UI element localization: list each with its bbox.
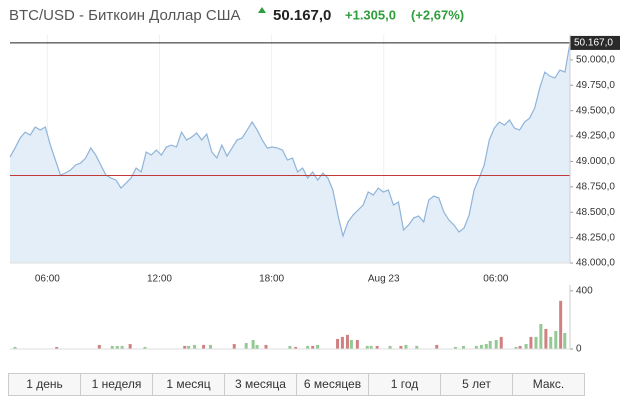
- range-button[interactable]: 5 лет: [440, 373, 513, 396]
- volume-bar: [294, 346, 298, 349]
- volume-bar: [128, 344, 132, 349]
- volume-bar: [514, 346, 518, 349]
- volume-bar: [399, 345, 403, 349]
- range-button[interactable]: 3 месяца: [224, 373, 297, 396]
- symbol: BTC/USD - Биткоин Доллар США: [9, 7, 240, 24]
- chart: BTC/USD - Биткоин Доллар США 50.167,0 +1…: [9, 7, 620, 355]
- volume-bar: [365, 345, 369, 349]
- volume-bar: [549, 336, 553, 349]
- y-tick-label: 400: [576, 285, 593, 296]
- volume-bar: [349, 339, 353, 349]
- volume-bar: [474, 345, 478, 349]
- x-tick-label: 06:00: [35, 274, 60, 285]
- volume-bar: [55, 346, 59, 349]
- y-tick-label: 48.750,0: [576, 181, 615, 192]
- volume-bar: [13, 346, 17, 349]
- volume-bar: [461, 345, 465, 349]
- volume-bar: [518, 345, 522, 349]
- x-tick-label: 12:00: [147, 274, 172, 285]
- volume-bar: [264, 344, 268, 349]
- volume-bar: [183, 345, 187, 349]
- volume-bar: [306, 345, 310, 349]
- range-selector: 1 день 1 неделя 1 месяц 3 месяца 6 месяцев 1 …: [8, 373, 585, 396]
- volume-bar: [97, 344, 101, 349]
- y-tick-label: 0: [576, 344, 582, 355]
- y-tick-label: 48.250,0: [576, 232, 615, 243]
- price-line: [9, 42, 571, 239]
- volume-bar: [311, 345, 315, 349]
- volume-bar: [534, 336, 538, 349]
- volume-bar: [435, 344, 439, 349]
- volume-bar: [539, 323, 543, 349]
- range-button[interactable]: 6 месяцев: [296, 373, 369, 396]
- range-button[interactable]: Макс.: [512, 373, 585, 396]
- range-button[interactable]: 1 неделя: [80, 373, 153, 396]
- y-tick-label: 49.000,0: [576, 156, 615, 167]
- volume-bar: [369, 345, 373, 349]
- volume-bar: [244, 343, 248, 349]
- y-tick-label: 49.500,0: [576, 105, 615, 116]
- volume-bar: [524, 344, 528, 349]
- change: +1.305,0: [345, 7, 396, 22]
- volume-bar: [340, 336, 344, 349]
- volume-bar: [115, 345, 119, 349]
- up-arrow: [258, 7, 266, 13]
- volume-bar: [208, 344, 212, 349]
- volume-bar: [415, 345, 419, 349]
- volume-bar: [544, 328, 548, 349]
- volume-bar: [375, 345, 379, 349]
- volume-bar: [316, 344, 320, 349]
- volume-bar: [193, 344, 197, 349]
- price: 50.167,0: [273, 7, 331, 24]
- volume-bar: [494, 339, 498, 349]
- volume-bar: [202, 344, 206, 349]
- volume-bar: [529, 336, 533, 349]
- volume-bar: [388, 345, 392, 349]
- area-fill: [10, 42, 570, 264]
- volume-bar: [488, 341, 492, 349]
- range-button[interactable]: 1 месяц: [152, 373, 225, 396]
- volume-bar: [484, 344, 488, 349]
- volume-bar: [559, 300, 563, 349]
- volume-bar: [143, 346, 147, 349]
- y-tick-label: 49.250,0: [576, 131, 615, 142]
- volume-bar: [404, 344, 408, 349]
- volume-bar: [110, 345, 114, 349]
- volume-bar: [336, 338, 340, 349]
- volume-bar: [187, 345, 191, 349]
- change-pct: (+2,67%): [411, 7, 464, 22]
- x-tick-label: 18:00: [259, 274, 284, 285]
- volume-bar: [255, 344, 259, 349]
- last-price-label: 50.167,0: [574, 38, 613, 49]
- volume-bar: [232, 344, 236, 349]
- volume-bar: [479, 344, 483, 349]
- volume-bar: [453, 346, 457, 349]
- x-tick-label: Aug 23: [368, 274, 400, 285]
- y-tick-label: 48.500,0: [576, 207, 615, 218]
- volume-bar: [554, 330, 558, 349]
- volume-bar: [288, 345, 292, 349]
- volume-bar: [345, 334, 349, 349]
- volume-bar: [355, 339, 359, 349]
- y-tick-label: 50.000,0: [576, 55, 615, 66]
- x-tick-label: 06:00: [483, 274, 508, 285]
- range-button[interactable]: 1 год: [368, 373, 441, 396]
- y-tick-label: 49.750,0: [576, 80, 615, 91]
- volume-bar: [251, 339, 255, 349]
- volume-bar: [499, 336, 503, 349]
- volume-bar: [563, 333, 567, 349]
- y-tick-label: 48.000,0: [576, 258, 615, 269]
- last-price-tag: [570, 35, 620, 50]
- range-button[interactable]: 1 день: [8, 373, 81, 396]
- volume-bar: [120, 345, 124, 349]
